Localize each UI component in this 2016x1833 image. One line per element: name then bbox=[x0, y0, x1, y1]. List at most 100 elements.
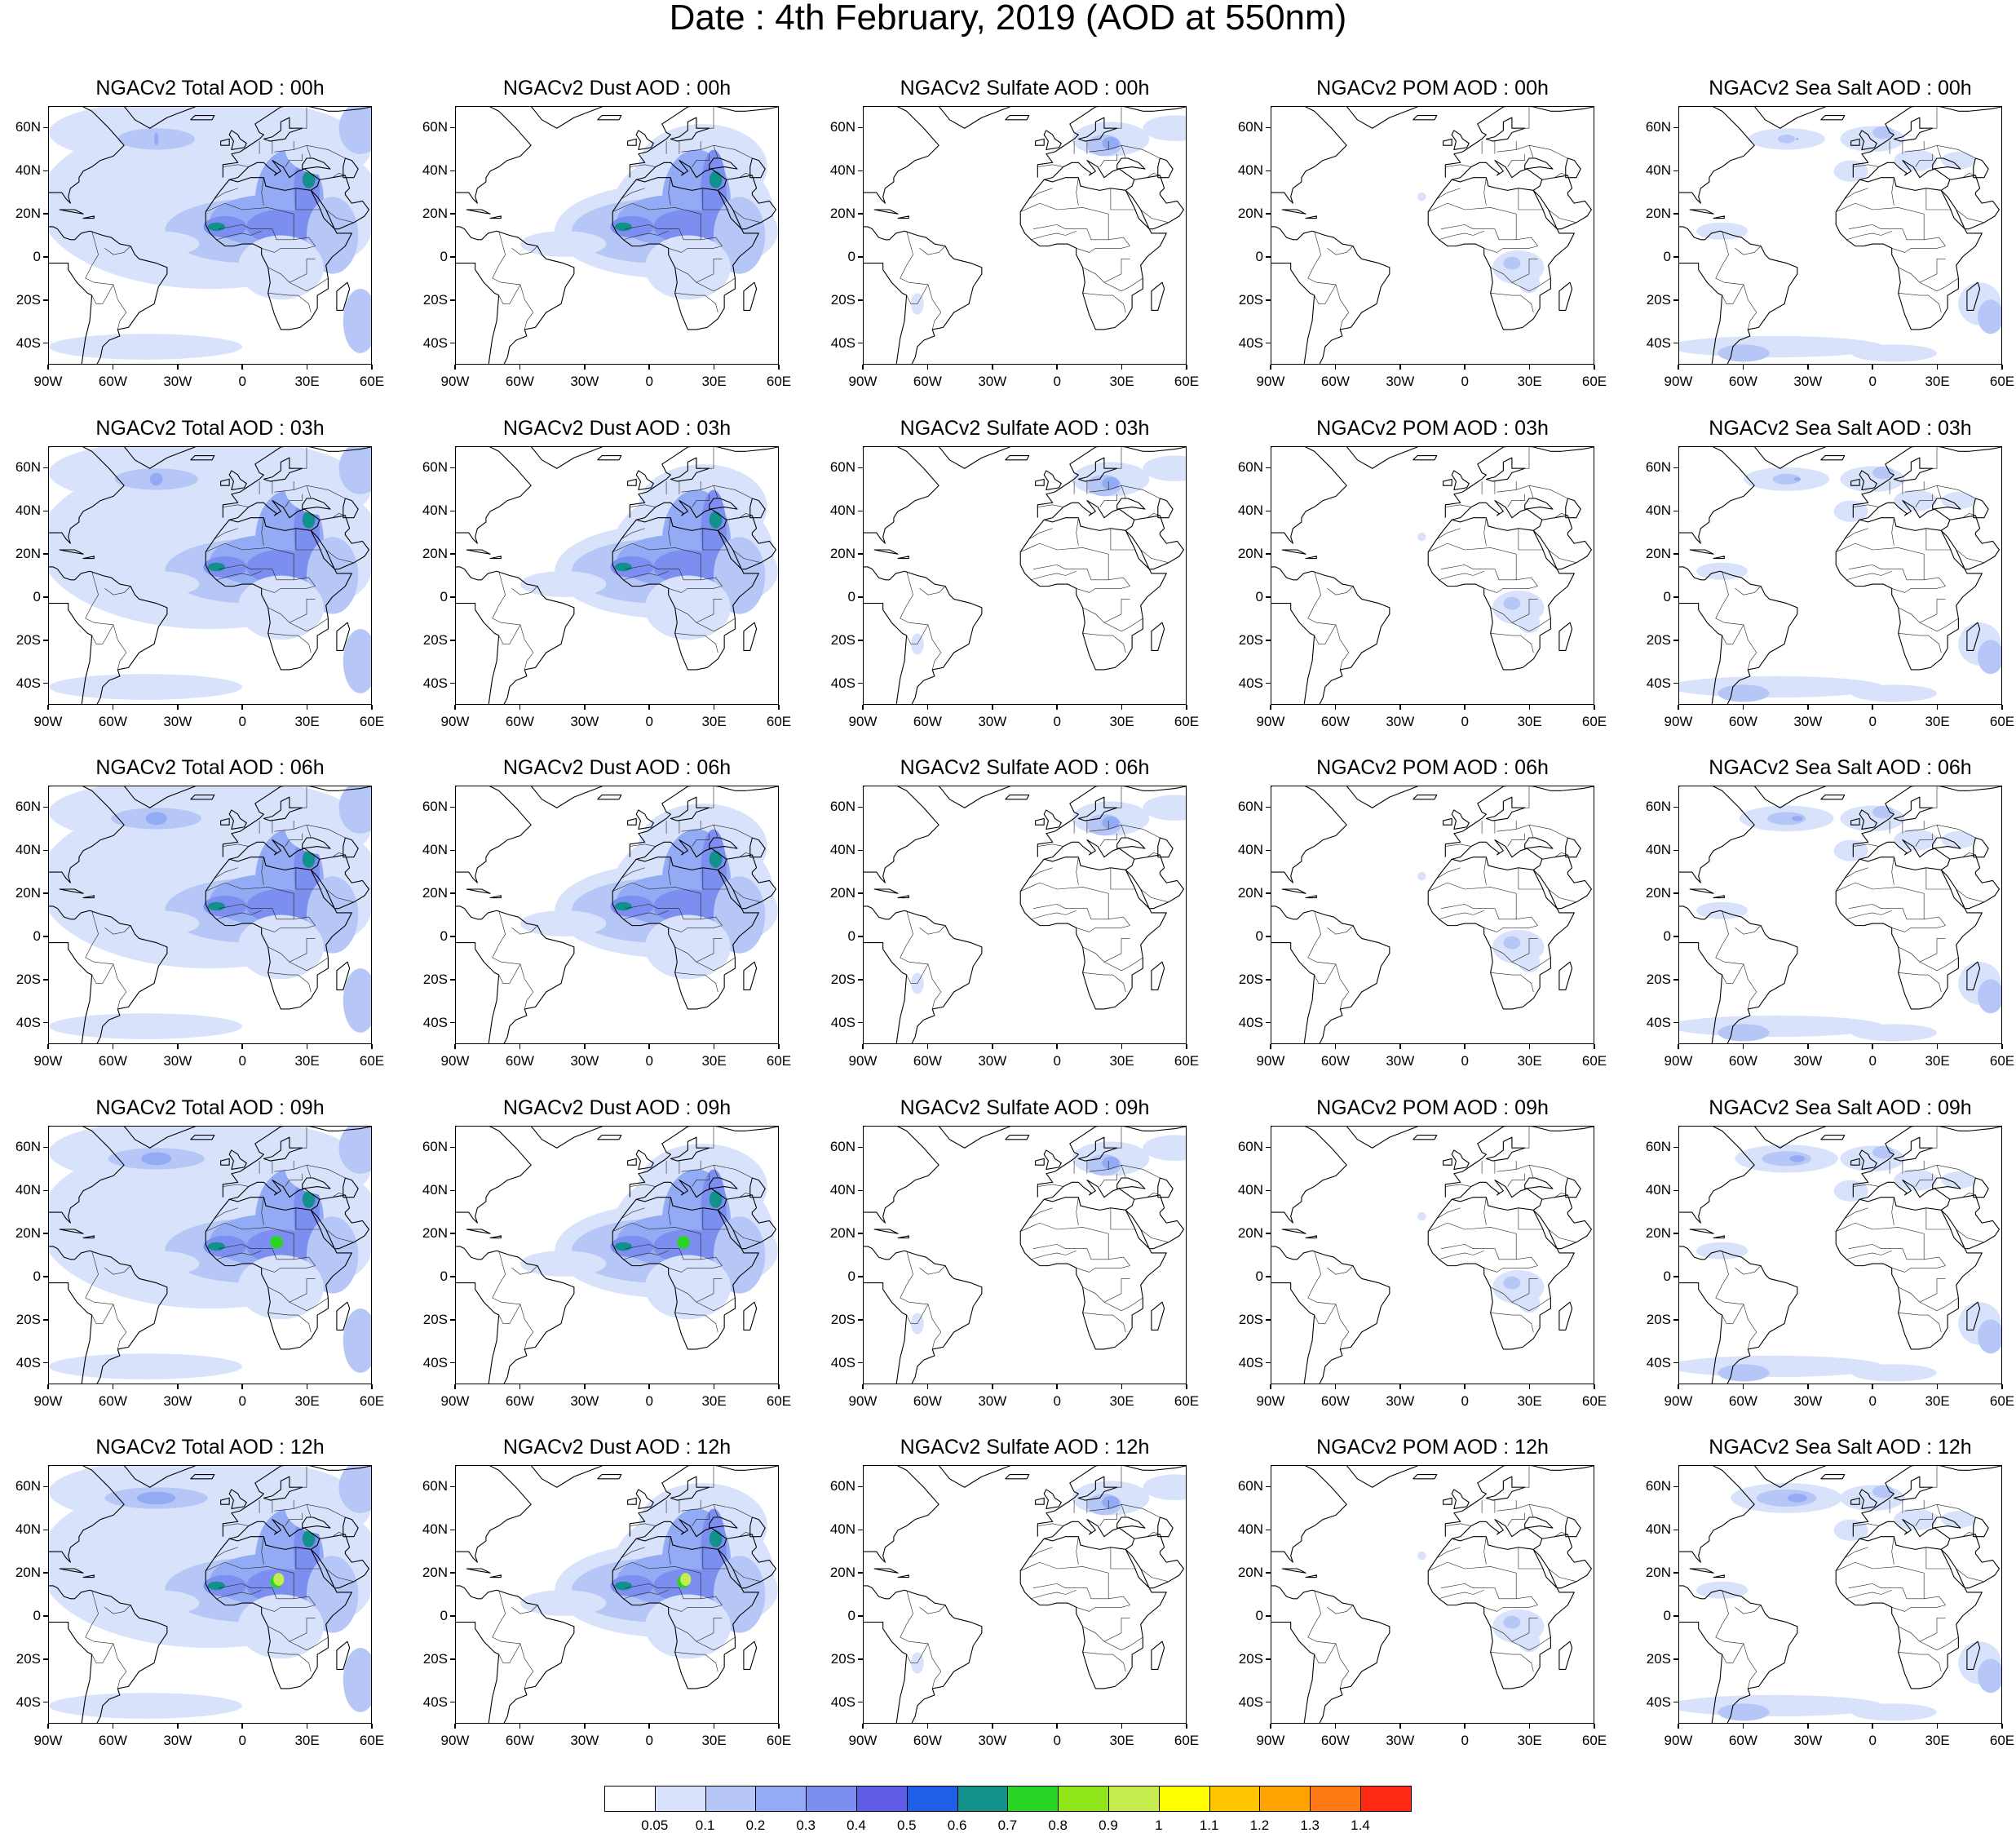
coastline-europe bbox=[1037, 786, 1186, 857]
aod-map bbox=[1679, 786, 2001, 1043]
panel-title: NGACv2 Sea Salt AOD : 12h bbox=[1709, 1436, 1972, 1459]
lat-label: 20S bbox=[1646, 291, 1671, 308]
aod-contour bbox=[338, 1127, 371, 1174]
panel-title: NGACv2 Sea Salt AOD : 03h bbox=[1709, 417, 1972, 440]
lat-tick bbox=[450, 467, 455, 469]
map-panel-seasalt-09h: NGACv2 Sea Salt AOD : 09h 60N 40N 20N 0 20S 40… bbox=[1646, 1096, 2014, 1409]
lon-label: 60E bbox=[766, 1393, 792, 1409]
coastline-baltic bbox=[1077, 1476, 1118, 1501]
coastline-madagascar bbox=[1558, 622, 1573, 651]
country-border bbox=[900, 1590, 942, 1689]
coastline-caspian bbox=[1565, 837, 1581, 858]
country-border bbox=[218, 1583, 294, 1600]
lon-label: 0 bbox=[1053, 374, 1061, 389]
country-border bbox=[1898, 1313, 1942, 1333]
country-border bbox=[1134, 1193, 1161, 1200]
lat-tick bbox=[43, 256, 48, 258]
coastline-namerica bbox=[1271, 786, 1347, 883]
lon-label: 30E bbox=[1517, 1733, 1542, 1748]
country-border bbox=[1032, 904, 1109, 920]
lon-tick bbox=[241, 1384, 243, 1389]
lat-label: 60N bbox=[15, 1478, 41, 1494]
lat-label: 20N bbox=[1237, 1565, 1263, 1581]
lon-tick bbox=[584, 365, 586, 370]
country-border bbox=[1076, 1265, 1130, 1273]
country-border bbox=[1518, 867, 1545, 890]
lat-label: 40S bbox=[422, 1014, 448, 1030]
country-border bbox=[1722, 284, 1744, 304]
lon-label: 60E bbox=[766, 1733, 792, 1748]
lon-label: 30E bbox=[1109, 374, 1134, 389]
lat-tick bbox=[858, 510, 863, 511]
coastline-hispaniola bbox=[489, 215, 502, 219]
lon-tick bbox=[371, 365, 373, 370]
aod-contour bbox=[1941, 1171, 1976, 1189]
country-border bbox=[668, 1605, 723, 1612]
lat-label: 60N bbox=[1237, 1139, 1263, 1155]
country-border bbox=[1844, 1547, 1868, 1559]
country-border bbox=[1853, 1523, 1879, 1526]
lon-tick bbox=[1528, 705, 1531, 710]
lat-label: 40N bbox=[15, 842, 41, 858]
lon-label: 30E bbox=[1925, 714, 1950, 729]
country-border bbox=[1924, 447, 1938, 469]
lon-tick bbox=[1742, 1384, 1744, 1389]
lat-tick bbox=[1673, 342, 1678, 344]
lon-label: 0 bbox=[1868, 374, 1877, 389]
country-border bbox=[511, 1265, 538, 1275]
coastline-uk bbox=[1043, 470, 1062, 491]
aod-contour bbox=[270, 1235, 283, 1249]
lon-label: 90W bbox=[440, 1053, 470, 1069]
coastline-europeSouth bbox=[1452, 839, 1543, 870]
coastline-cuba bbox=[1689, 1229, 1714, 1234]
lon-tick bbox=[177, 1724, 179, 1729]
country-border bbox=[900, 571, 942, 671]
coastline-uk bbox=[1451, 470, 1470, 491]
aod-contour bbox=[1788, 1494, 1807, 1503]
coastline-baltic bbox=[670, 117, 710, 142]
country-border bbox=[1134, 1532, 1161, 1539]
country-border bbox=[900, 910, 942, 1010]
map-panel-seasalt-03h: NGACv2 Sea Salt AOD : 03h 60N 40N 20N 0 20S 40… bbox=[1646, 417, 2014, 729]
lat-tick bbox=[858, 1276, 863, 1277]
coastline-madagascar bbox=[1966, 1640, 1981, 1670]
aod-contour bbox=[680, 1573, 692, 1586]
lon-label: 60E bbox=[1581, 1393, 1607, 1409]
lon-tick bbox=[177, 1044, 179, 1049]
country-border bbox=[612, 882, 723, 926]
lon-label: 90W bbox=[440, 374, 470, 389]
colorbar-swatch bbox=[604, 1786, 656, 1812]
coastline-iceland bbox=[190, 1473, 215, 1480]
country-border bbox=[1082, 1313, 1126, 1333]
country-borders bbox=[492, 1127, 761, 1350]
aod-contour bbox=[1772, 473, 1801, 485]
country-border bbox=[1490, 259, 1538, 283]
coastline-madagascar bbox=[1558, 1640, 1573, 1670]
coastline-europeSouth bbox=[636, 839, 727, 870]
lon-label: 0 bbox=[238, 1393, 246, 1409]
country-border bbox=[713, 485, 753, 499]
coastline-hispaniola bbox=[897, 1235, 909, 1239]
country-border bbox=[623, 1589, 669, 1600]
coastline-uk bbox=[1859, 130, 1877, 151]
coastline-blacksea bbox=[1116, 1177, 1146, 1189]
lat-label: 40S bbox=[1646, 334, 1671, 351]
panel-title: NGACv2 Sulfate AOD : 06h bbox=[900, 756, 1150, 779]
country-border bbox=[702, 1547, 729, 1570]
lon-tick bbox=[1334, 1724, 1337, 1729]
country-border bbox=[1037, 843, 1063, 847]
lat-tick bbox=[1266, 126, 1271, 129]
lat-tick bbox=[450, 1572, 455, 1574]
coastline-iceland bbox=[1005, 114, 1030, 121]
aod-contour bbox=[237, 914, 324, 980]
country-border bbox=[1103, 1297, 1143, 1312]
lon-tick bbox=[177, 1384, 179, 1389]
lat-tick bbox=[1673, 1276, 1678, 1277]
coastline-arabia bbox=[1125, 175, 1184, 230]
lat-label: 20N bbox=[1645, 1565, 1671, 1581]
lat-tick bbox=[1673, 467, 1678, 469]
country-border bbox=[681, 1500, 701, 1512]
lat-tick bbox=[1266, 640, 1271, 641]
country-border bbox=[623, 1250, 669, 1260]
lon-tick bbox=[1186, 1384, 1187, 1389]
